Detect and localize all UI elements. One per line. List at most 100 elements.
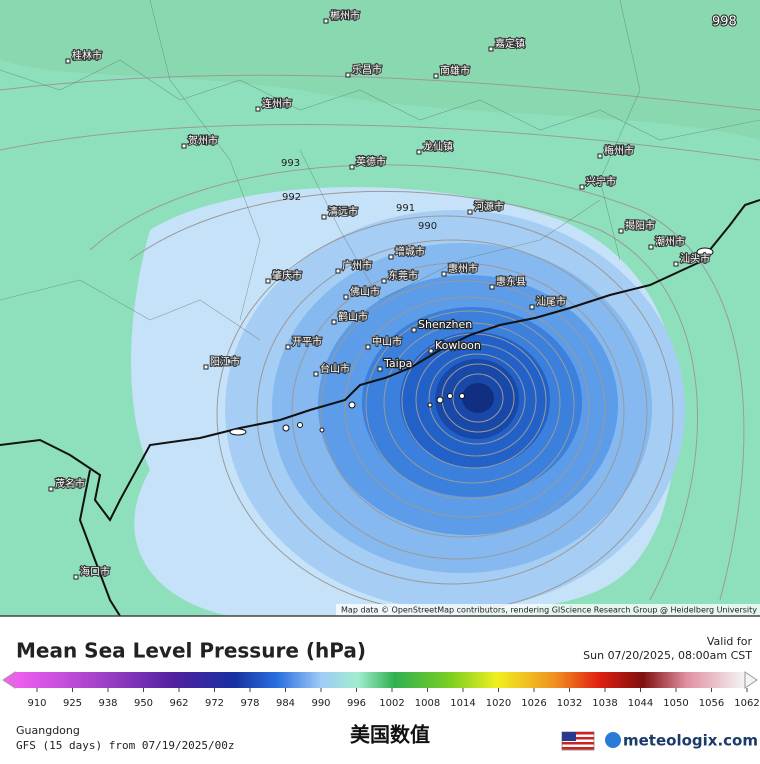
city-label: Kowloon bbox=[435, 339, 481, 352]
colorbar-tick-label: 1020 bbox=[486, 698, 511, 709]
colorbar-tick-label: 1050 bbox=[663, 698, 688, 709]
colorbar-arrow bbox=[744, 671, 758, 689]
colorbar-tick-label: 1056 bbox=[699, 698, 724, 709]
city-marker bbox=[441, 271, 447, 277]
isobars bbox=[0, 74, 760, 613]
isobar-label: 998 bbox=[712, 15, 737, 30]
city-marker bbox=[323, 18, 329, 24]
city-label: 汕头市 bbox=[680, 252, 710, 265]
isobar-label: 991 bbox=[396, 203, 415, 214]
city-marker bbox=[365, 344, 371, 350]
city-label: 潮州市 bbox=[655, 235, 685, 248]
city-label: 鹤山市 bbox=[338, 310, 368, 323]
city-marker bbox=[345, 72, 351, 78]
city-marker bbox=[335, 268, 341, 274]
borders bbox=[0, 0, 760, 341]
city-marker bbox=[618, 228, 624, 234]
city-label: 郴州市 bbox=[330, 9, 360, 22]
city-label: 河源市 bbox=[474, 200, 504, 213]
colorbar-arrow bbox=[2, 671, 16, 689]
isobar-label: 992 bbox=[282, 192, 301, 203]
colorbar-tick-label: 990 bbox=[311, 698, 330, 709]
city-label: 贺州市 bbox=[188, 134, 218, 147]
city-label: 阳江市 bbox=[210, 355, 240, 368]
model-run: GFS (15 days) from 07/19/2025/00z bbox=[16, 739, 235, 752]
legend-title: Mean Sea Level Pressure (hPa) bbox=[16, 639, 366, 663]
colorbar-tick-label: 925 bbox=[63, 698, 82, 709]
region: Guangdong bbox=[16, 724, 80, 737]
colorbar-tick-label: 962 bbox=[169, 698, 188, 709]
colorbar-tick-label: 1038 bbox=[592, 698, 617, 709]
colorbar-tick-label: 996 bbox=[347, 698, 366, 709]
city-label: 兴宁市 bbox=[586, 175, 616, 188]
city-label: 汕尾市 bbox=[536, 295, 566, 308]
city-label: 台山市 bbox=[320, 362, 350, 375]
colorbar-tick-label: 1032 bbox=[557, 698, 582, 709]
city-label: 惠州市 bbox=[448, 262, 478, 275]
isobar-label: 990 bbox=[418, 221, 437, 232]
colorbar bbox=[15, 672, 745, 688]
city-marker bbox=[433, 73, 439, 79]
city-marker bbox=[467, 209, 473, 215]
colorbar-tick-label: 972 bbox=[205, 698, 224, 709]
city-label: Shenzhen bbox=[418, 318, 472, 331]
city-marker bbox=[73, 574, 79, 580]
city-label: Taipa bbox=[383, 357, 412, 370]
city-label: 南雄市 bbox=[440, 64, 470, 77]
colorbar-tick-label: 950 bbox=[134, 698, 153, 709]
city-label: 增城市 bbox=[395, 245, 425, 258]
colorbar-tick-label: 1008 bbox=[415, 698, 440, 709]
city-label: 中山市 bbox=[372, 335, 402, 348]
city-marker bbox=[377, 366, 383, 372]
us-flag bbox=[561, 731, 595, 751]
city-label: 海口市 bbox=[80, 565, 110, 578]
city-marker bbox=[673, 261, 679, 267]
city-label: 桂林市 bbox=[72, 49, 102, 62]
city-label: 嘉定镇 bbox=[495, 37, 525, 50]
city-marker bbox=[411, 327, 417, 333]
city-marker bbox=[321, 214, 327, 220]
city-marker bbox=[529, 304, 535, 310]
colorbar-tick-label: 1026 bbox=[521, 698, 546, 709]
brand-logo bbox=[605, 732, 621, 748]
isobar-label: 993 bbox=[281, 158, 300, 169]
city-marker bbox=[343, 294, 349, 300]
city-marker bbox=[313, 371, 319, 377]
city-label: 茂名市 bbox=[55, 477, 85, 490]
attribution: Map data © OpenStreetMap contributors, r… bbox=[341, 606, 757, 615]
land-shade bbox=[0, 0, 760, 140]
city-label: 广州市 bbox=[342, 259, 372, 272]
city-label: 梅州市 bbox=[604, 144, 634, 157]
city-label: 东莞市 bbox=[388, 269, 418, 282]
attribution-box bbox=[336, 604, 760, 616]
pressure-925 bbox=[462, 383, 494, 413]
city-marker bbox=[428, 348, 434, 354]
colorbar-tick-label: 1044 bbox=[628, 698, 653, 709]
coastline bbox=[78, 469, 121, 616]
city-label: 连州市 bbox=[262, 97, 292, 110]
city-marker bbox=[648, 244, 654, 250]
city-marker bbox=[181, 143, 187, 149]
colorbar-tick-label: 938 bbox=[98, 698, 117, 709]
city-marker bbox=[381, 278, 387, 284]
colorbar-tick-label: 910 bbox=[27, 698, 46, 709]
city-marker bbox=[285, 344, 291, 350]
city-label: 揭阳市 bbox=[625, 219, 655, 232]
city-marker bbox=[388, 254, 394, 260]
colorbar-ticks: 910 925 938 950 962 972 978 984 990 996 1002 1008 10… bbox=[27, 688, 760, 709]
city-marker bbox=[416, 149, 422, 155]
colorbar-tick-label: 1002 bbox=[379, 698, 404, 709]
city-label: 惠东县 bbox=[496, 275, 526, 288]
city-marker bbox=[255, 106, 261, 112]
city-marker bbox=[265, 278, 271, 284]
colorbar-tick-label: 1062 bbox=[734, 698, 759, 709]
valid-time: Sun 07/20/2025, 08:00am CST bbox=[583, 649, 752, 662]
city-label: 肇庆市 bbox=[272, 269, 302, 282]
colorbar-tick-label: 984 bbox=[276, 698, 295, 709]
colorbar-tick-label: 1014 bbox=[450, 698, 475, 709]
city-marker bbox=[597, 153, 603, 159]
